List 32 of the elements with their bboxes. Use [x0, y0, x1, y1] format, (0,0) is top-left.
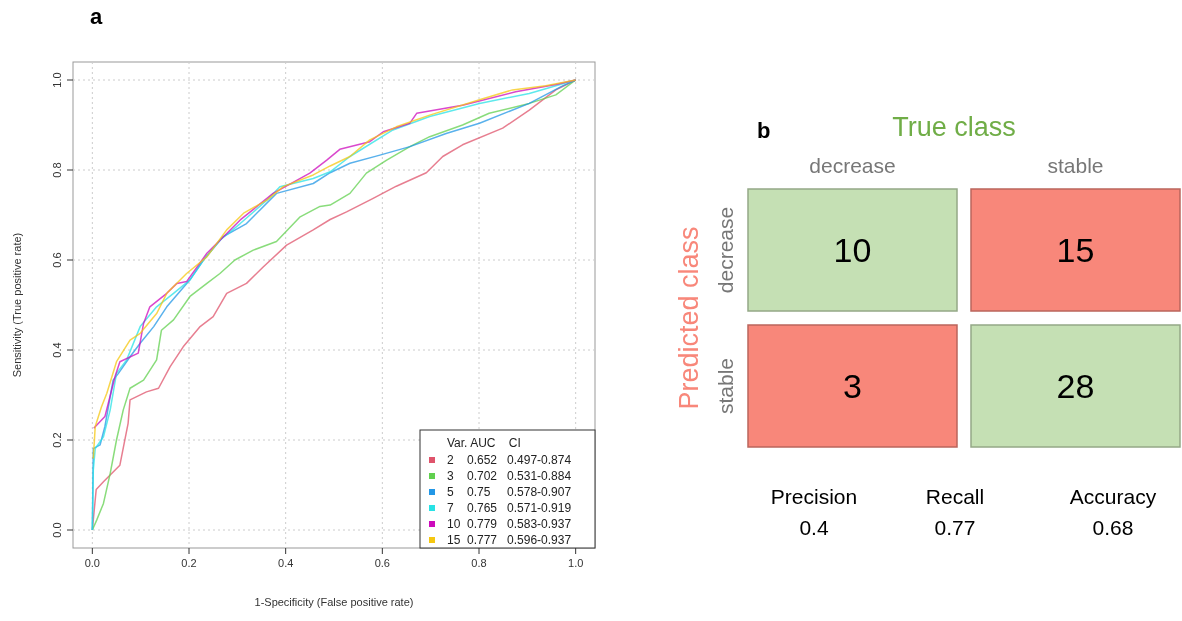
- legend-label: 7 0.765 0.571-0.919: [447, 501, 572, 515]
- y-tick-label: 0.2: [51, 432, 63, 448]
- y-axis-title: Sensitivity (True positive rate): [11, 232, 23, 378]
- data-label: 3: [843, 367, 862, 405]
- legend-label: 15 0.777 0.596-0.937: [447, 533, 572, 547]
- x-tick-label: 1.0: [568, 557, 584, 569]
- legend-label: 5 0.75 0.578-0.907: [447, 485, 572, 499]
- legend-label: 10 0.779 0.583-0.937: [447, 517, 572, 531]
- y-tick-label: 0.6: [51, 252, 63, 268]
- data-label: 10: [833, 231, 872, 269]
- legend-title: Var. AUC CI: [447, 436, 521, 450]
- x-tick-label: 0.0: [84, 557, 100, 569]
- y-tick-label: 0.4: [51, 342, 63, 358]
- line-series: [91, 79, 577, 531]
- text: Accuracy 0.68: [1069, 485, 1157, 539]
- x-axis-title: 1-Specificity (False positive rate): [254, 596, 414, 608]
- data-label: 28: [1056, 367, 1095, 405]
- x-tick-label: 0.8: [471, 557, 487, 569]
- chart-title: a: [89, 4, 103, 29]
- x-axis-title: True class: [892, 112, 1016, 142]
- x-tick-label: 0.2: [181, 557, 197, 569]
- text: Recall 0.77: [925, 485, 985, 539]
- y-tick-label: 1.0: [51, 72, 63, 88]
- x-tick-label: 0.6: [374, 557, 390, 569]
- legend-label: 3 0.702 0.531-0.884: [447, 469, 572, 483]
- y-tick-label: 0.0: [51, 522, 63, 538]
- text: Precision 0.4: [770, 485, 858, 539]
- legend-label: 2 0.652 0.497-0.874: [447, 453, 572, 467]
- x-tick-label: 0.4: [278, 557, 294, 569]
- chart-title: b: [757, 118, 771, 143]
- data-label: 15: [1056, 231, 1095, 269]
- y-axis-title: Predicted class: [674, 226, 704, 410]
